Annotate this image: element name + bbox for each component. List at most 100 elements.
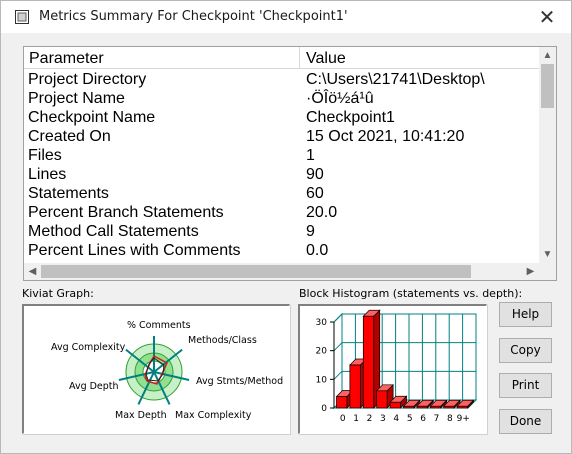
- kiviat-graph: % Comments Methods/Class Avg Stmts/Metho…: [51, 320, 283, 421]
- value-cell: 9: [306, 223, 315, 240]
- histogram-bar: [349, 364, 361, 409]
- horizontal-scrollbar[interactable]: ◀ ▶: [24, 263, 539, 280]
- scroll-corner: [539, 263, 556, 280]
- metrics-list[interactable]: Parameter Value Project Directory C:\User…: [23, 46, 557, 281]
- value-cell: 20.0: [306, 204, 338, 221]
- histogram-x-tick-label: 0: [340, 414, 346, 424]
- table-row[interactable]: Percent Lines with Comments 0.0: [24, 241, 539, 260]
- table-row[interactable]: Checkpoint Name Checkpoint1: [24, 108, 539, 127]
- parameter-cell: Method Call Statements: [28, 223, 199, 240]
- kiviat-axis-label-avg-stmts-method: Avg Stmts/Method: [196, 376, 283, 387]
- value-cell: 0.0: [306, 242, 329, 259]
- histogram-x-tick-label: 5: [407, 414, 413, 424]
- kiviat-axis-label-comments: % Comments: [127, 320, 191, 331]
- kiviat-graph-panel: % Comments Methods/Class Avg Stmts/Metho…: [22, 304, 290, 434]
- kiviat-axis-line: [153, 371, 171, 405]
- histogram-x-tick-label: 9+: [457, 414, 470, 424]
- table-row[interactable]: Statements 60: [24, 184, 539, 203]
- block-histogram-panel: 0 10 20 30 0 1 2 3 4 5 6 7 8 9+: [298, 304, 487, 434]
- histogram-y-tick-label: 10: [316, 375, 328, 385]
- parameter-cell: Percent Lines with Comments: [28, 242, 241, 259]
- table-row[interactable]: Created On 15 Oct 2021, 10:41:20: [24, 127, 539, 146]
- window-title: Metrics Summary For Checkpoint 'Checkpoi…: [39, 9, 348, 24]
- histogram-x-tick-label: 3: [380, 414, 386, 424]
- histogram-bar: [336, 396, 348, 409]
- vertical-scrollbar[interactable]: ▲ ▼: [539, 47, 556, 263]
- kiviat-axis-label-max-depth: Max Depth: [115, 410, 167, 421]
- scroll-up-icon[interactable]: ▲: [542, 50, 553, 61]
- histogram-y-tick-label: 20: [316, 347, 328, 357]
- kiviat-graph-label: Kiviat Graph:: [22, 287, 94, 300]
- value-cell: 1: [306, 147, 315, 164]
- close-icon: ✕: [538, 6, 556, 29]
- histogram-x-tick-label: 4: [393, 414, 399, 424]
- histogram-bar: [416, 405, 428, 409]
- histogram-x-tick-label: 8: [447, 414, 453, 424]
- parameter-cell: Files: [28, 147, 62, 164]
- kiviat-axis-label-avg-depth: Avg Depth: [69, 381, 119, 392]
- value-cell: 60: [306, 185, 324, 202]
- kiviat-axis-line: [137, 371, 155, 405]
- kiviat-axis-line: [118, 371, 155, 381]
- scroll-down-icon[interactable]: ▼: [542, 249, 553, 260]
- close-button[interactable]: ✕: [535, 5, 559, 29]
- done-button[interactable]: Done: [499, 409, 552, 434]
- table-row[interactable]: Lines 90: [24, 165, 539, 184]
- histogram-x-tick-label: 6: [420, 414, 426, 424]
- kiviat-axis-line: [125, 348, 155, 373]
- parameter-cell: Lines: [28, 166, 67, 183]
- parameter-cell: Project Directory: [28, 71, 147, 88]
- column-header-parameter[interactable]: Parameter: [24, 47, 300, 69]
- vertical-scroll-thumb[interactable]: [541, 64, 554, 108]
- value-cell: Checkpoint1: [306, 109, 395, 126]
- histogram-bar: [376, 390, 388, 409]
- histogram-bar: [389, 401, 401, 409]
- table-row[interactable]: Project Directory C:\Users\21741\Desktop\: [24, 70, 539, 89]
- print-button[interactable]: Print: [499, 373, 552, 398]
- copy-button[interactable]: Copy: [499, 338, 552, 363]
- kiviat-axis-label-max-complexity: Max Complexity: [175, 410, 252, 421]
- parameter-cell: Checkpoint Name: [28, 109, 156, 126]
- value-cell: ·ÖÎö½á¹û: [306, 90, 374, 107]
- parameter-cell: Project Name: [28, 90, 125, 107]
- scroll-left-icon[interactable]: ◀: [28, 266, 37, 277]
- histogram-x-tick-label: 1: [353, 414, 359, 424]
- parameter-cell: Created On: [28, 128, 111, 145]
- kiviat-inner-polygon: [145, 357, 165, 382]
- app-icon: [15, 10, 29, 24]
- list-rows: Project Directory C:\Users\21741\Desktop\…: [24, 70, 539, 260]
- table-row[interactable]: Project Name ·ÖÎö½á¹û: [24, 89, 539, 108]
- histogram-grid-line: [333, 370, 343, 380]
- kiviat-axis-label-avg-complexity: Avg Complexity: [51, 342, 126, 353]
- scroll-right-icon[interactable]: ▶: [526, 266, 535, 277]
- histogram-y-tick-label: 30: [316, 318, 328, 328]
- histogram-grid-line: [333, 342, 343, 352]
- histogram-bar: [429, 405, 442, 409]
- parameter-cell: Percent Branch Statements: [28, 204, 224, 221]
- histogram-bar: [443, 405, 455, 409]
- value-cell: 15 Oct 2021, 10:41:20: [306, 128, 465, 145]
- help-button[interactable]: Help: [499, 302, 552, 327]
- kiviat-axis-line: [153, 348, 183, 373]
- histogram-y-tick-label: 0: [321, 404, 327, 414]
- histogram-bar: [403, 405, 415, 409]
- parameter-cell: Statements: [28, 185, 109, 202]
- kiviat-axis-label-methods-class: Methods/Class: [188, 335, 257, 346]
- kiviat-axis-line: [153, 371, 190, 381]
- title-bar: Metrics Summary For Checkpoint 'Checkpoi…: [1, 1, 571, 33]
- histogram-bar: [362, 315, 375, 409]
- histogram-x-tick-label: 7: [434, 414, 440, 424]
- list-header: Parameter Value: [24, 47, 539, 69]
- horizontal-scroll-thumb[interactable]: [41, 265, 471, 278]
- value-cell: 90: [306, 166, 324, 183]
- table-row[interactable]: Method Call Statements 9: [24, 222, 539, 241]
- table-row[interactable]: Percent Branch Statements 20.0: [24, 203, 539, 222]
- histogram-grid-line: [333, 313, 343, 323]
- column-header-value[interactable]: Value: [306, 50, 346, 67]
- block-histogram-label: Block Histogram (statements vs. depth):: [299, 287, 523, 300]
- histogram-x-tick-label: 2: [367, 414, 373, 424]
- table-row[interactable]: Files 1: [24, 146, 539, 165]
- value-cell: C:\Users\21741\Desktop\: [306, 71, 485, 88]
